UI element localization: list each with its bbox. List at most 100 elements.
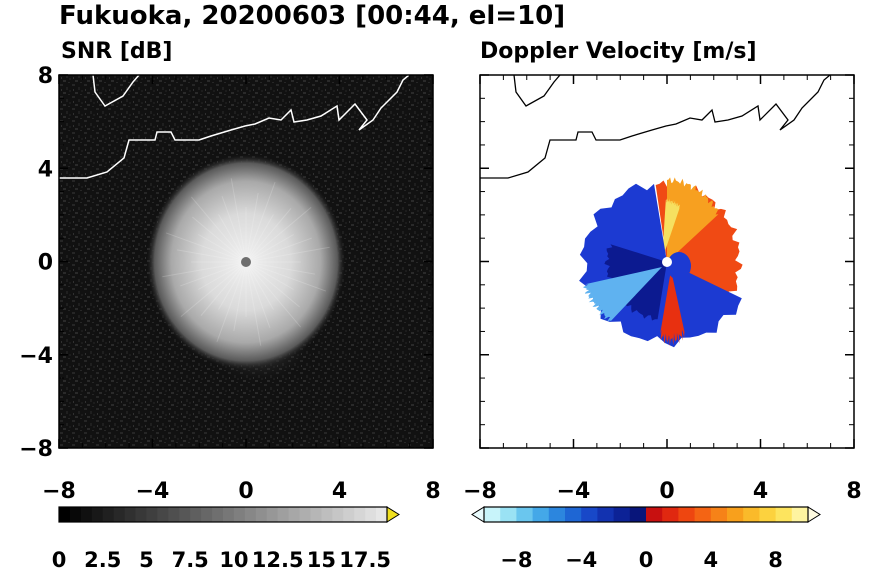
snr-plot-area xyxy=(59,75,433,448)
radar-site-marker-doppler xyxy=(662,257,672,267)
doppler-colorbar-extend-min xyxy=(471,506,485,523)
snr-streak xyxy=(245,261,327,292)
radar-site-marker xyxy=(241,257,251,267)
snr-colorbar-cell xyxy=(343,507,355,522)
doppler-colorbar-cell xyxy=(565,507,582,522)
snr-streak xyxy=(180,261,247,287)
snr-x-tick-label: 8 xyxy=(425,479,440,504)
snr-colorbar-cell xyxy=(113,507,126,522)
figure-title: Fukuoka, 20200603 [00:44, el=10] xyxy=(59,1,565,31)
doppler-colorbar-cell xyxy=(532,507,550,522)
snr-colorbar-cell xyxy=(124,507,137,522)
snr-streak xyxy=(233,261,247,332)
snr-colorbar-tick-label: 15 xyxy=(307,548,336,570)
snr-colorbar-frame xyxy=(58,506,388,523)
snr-axes: −8 −4 0 4 8 8 4 0 −4 −8 xyxy=(19,64,440,504)
doppler-colorbar-cell xyxy=(710,507,728,522)
snr-colorbar-cell xyxy=(266,507,279,522)
doppler-colorbar-tick-label: 8 xyxy=(768,548,783,570)
doppler-x-tick-label: −4 xyxy=(557,479,591,504)
snr-colorbar-cell xyxy=(190,507,202,522)
doppler-colorbar-cell xyxy=(743,507,760,522)
snr-streak xyxy=(218,261,247,310)
snr-streak xyxy=(245,192,259,263)
snr-y-tick-label: 0 xyxy=(38,251,53,276)
snr-colorbar-cell xyxy=(69,507,82,522)
snr-colorbar-cell xyxy=(244,507,257,522)
snr-streak xyxy=(245,261,262,346)
snr-colorbar-cell xyxy=(310,507,322,522)
snr-streak xyxy=(245,261,300,308)
doppler-coastline-main xyxy=(480,75,831,179)
snr-colorbar-extend-max xyxy=(386,506,400,523)
snr-coastline xyxy=(59,75,410,179)
snr-colorbar-tick-label: 2.5 xyxy=(84,548,121,570)
snr-colorbar-cell xyxy=(288,507,301,522)
snr-colorbar-cell xyxy=(321,507,333,522)
doppler-colorbar-cell xyxy=(613,507,631,522)
snr-colorbar-cell xyxy=(354,507,366,522)
snr-streak xyxy=(190,196,247,263)
snr-streak xyxy=(245,214,274,263)
snr-streak xyxy=(245,208,292,263)
snr-streak xyxy=(245,206,312,263)
snr-colorbar-tick-label: 0 xyxy=(52,548,67,570)
snr-x-tick-label: −8 xyxy=(42,479,76,504)
snr-streak xyxy=(180,261,247,318)
doppler-colorbar-cell xyxy=(581,507,598,522)
snr-colorbar-cell xyxy=(201,507,213,522)
doppler-coastline xyxy=(480,75,831,179)
doppler-echo-region xyxy=(579,177,743,348)
doppler-colorbar-cell xyxy=(597,507,615,522)
snr-colorbar-cell xyxy=(146,507,158,522)
doppler-colorbar-frame xyxy=(483,506,809,523)
doppler-coastline-island xyxy=(513,75,561,107)
snr-streak xyxy=(230,178,247,263)
snr-streak xyxy=(245,261,316,275)
snr-colorbar: 0 2.5 5 7.5 10 12.5 15 17.5 xyxy=(52,506,400,570)
doppler-x-tick-label: 4 xyxy=(753,479,768,504)
doppler-colorbar-cell xyxy=(678,507,696,522)
snr-colorbar-cell xyxy=(233,507,246,522)
snr-streak xyxy=(162,261,247,278)
snr-coastline-island xyxy=(92,75,140,107)
snr-colorbar-cell xyxy=(135,507,147,522)
snr-y-tick-label: −8 xyxy=(19,437,53,462)
snr-y-tick-label: 8 xyxy=(38,64,53,89)
doppler-colorbar-cell xyxy=(646,507,663,522)
doppler-center-negative xyxy=(667,252,691,280)
snr-x-tick-label: 0 xyxy=(238,479,253,504)
doppler-positive-strong xyxy=(667,177,719,262)
snr-colorbar-tick-label: 10 xyxy=(219,548,248,570)
snr-streak xyxy=(245,261,274,310)
doppler-colorbar-tick-label: 0 xyxy=(639,548,654,570)
doppler-panel: Doppler Velocity [m/s] −8 −4 0 4 8 xyxy=(463,39,862,504)
snr-streak xyxy=(192,216,247,263)
snr-streak xyxy=(245,261,302,328)
snr-streak xyxy=(218,214,247,263)
doppler-x-tick-label: −8 xyxy=(463,479,497,504)
doppler-x-tick-label: 0 xyxy=(659,479,674,504)
snr-colorbar-tick-label: 12.5 xyxy=(252,548,304,570)
snr-colorbar-cell xyxy=(299,507,311,522)
snr-colorbar-cell xyxy=(168,507,180,522)
snr-colorbar-cell xyxy=(157,507,169,522)
snr-streak xyxy=(165,232,247,263)
snr-streak xyxy=(221,196,247,263)
snr-colorbar-tick-label: 7.5 xyxy=(172,548,209,570)
snr-colorbar-cell xyxy=(212,507,224,522)
doppler-colorbar-cell xyxy=(548,507,566,522)
snr-colorbar-tick-label: 17.5 xyxy=(339,548,391,570)
snr-colorbar-cell xyxy=(255,507,268,522)
snr-radial-streaks xyxy=(162,178,330,346)
snr-colorbar-cell xyxy=(102,507,115,522)
snr-colorbar-cell xyxy=(179,507,191,522)
doppler-colorbar-tick-label: 4 xyxy=(703,548,718,570)
doppler-colorbar-cell xyxy=(516,507,534,522)
snr-streak xyxy=(198,234,247,263)
doppler-axes: −8 −4 0 4 8 xyxy=(463,74,862,504)
doppler-positive-tongue xyxy=(660,270,685,347)
snr-streak xyxy=(176,249,247,263)
doppler-plot-area xyxy=(480,75,854,448)
snr-streak xyxy=(245,181,276,263)
